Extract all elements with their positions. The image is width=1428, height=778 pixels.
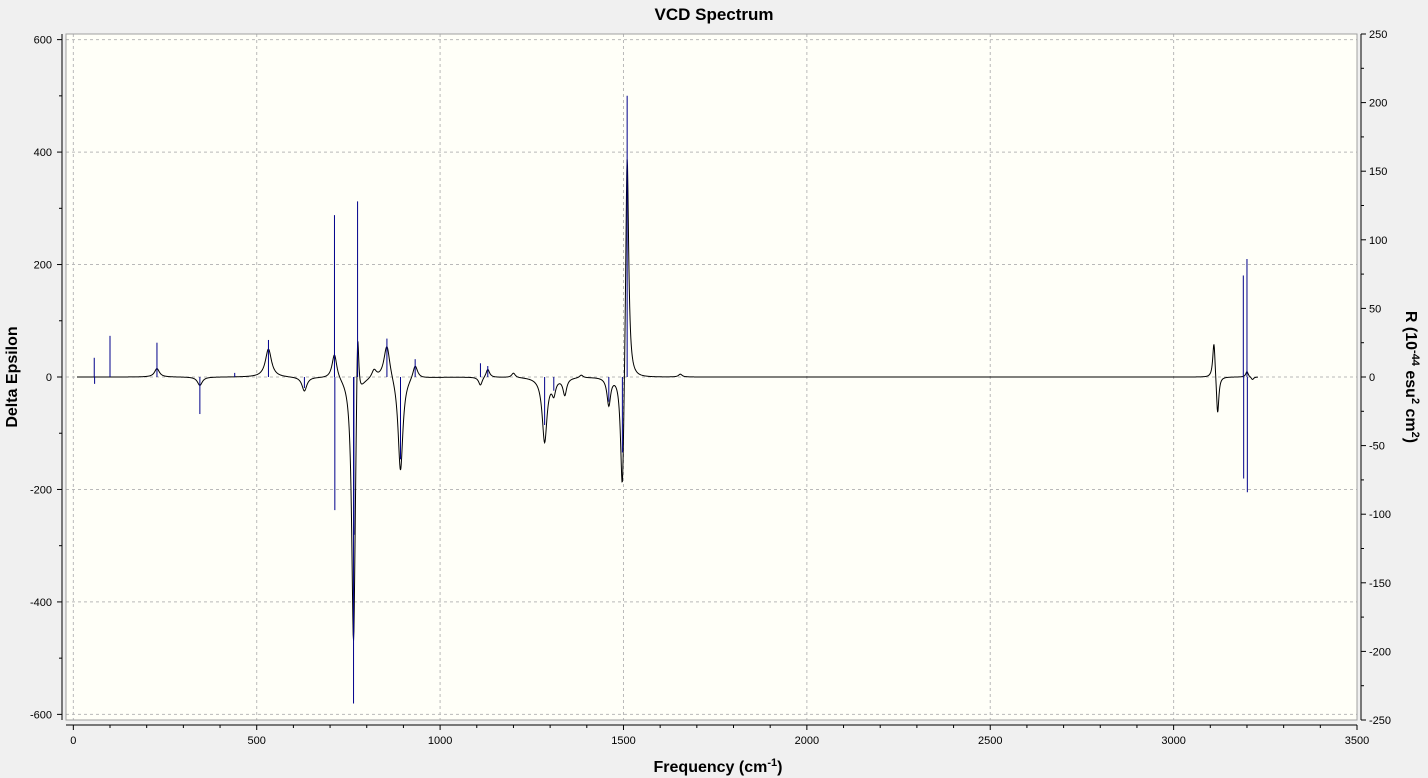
x-tick-label: 1000 (428, 735, 452, 747)
x-tick-label: 3500 (1345, 735, 1369, 747)
x-tick-label: 3000 (1161, 735, 1185, 747)
vcd-curve-line (77, 159, 1258, 641)
x-tick-label: 0 (70, 735, 76, 747)
y2-tick-label: -150 (1369, 578, 1391, 590)
y-tick-label: 600 (34, 35, 52, 47)
x-tick-label: 2500 (978, 735, 1002, 747)
y2-tick-label: -50 (1369, 441, 1385, 453)
x-axis-title: Frequency (cm-1) (654, 757, 783, 776)
y-tick-label: 0 (46, 372, 52, 384)
y-tick-label: -600 (30, 709, 52, 721)
y2-tick-label: -100 (1369, 509, 1391, 521)
y2-tick-label: 0 (1369, 372, 1375, 384)
y2-tick-label: 250 (1369, 29, 1387, 41)
right-y-axis-title: R (10-44 esu2 cm2) (1402, 311, 1421, 443)
stick-series (93, 95, 1248, 704)
y2-tick-label: 200 (1369, 98, 1387, 110)
y2-tick-label: 50 (1369, 303, 1381, 315)
axis-ticks: 0 500 1000 1500 2000 2500 3000 3500-600-400-200… (30, 29, 1391, 747)
y2-tick-label: -200 (1369, 646, 1391, 658)
y2-tick-label: -250 (1369, 715, 1391, 727)
series-layer (77, 95, 1258, 704)
y-tick-label: 200 (34, 260, 52, 272)
x-tick-label: 2000 (795, 735, 819, 747)
x-tick-label: 500 (248, 735, 266, 747)
y-tick-label: -200 (30, 484, 52, 496)
chart-title: VCD Spectrum (654, 5, 773, 24)
y2-tick-label: 150 (1369, 166, 1387, 178)
y-tick-label: 400 (34, 147, 52, 159)
x-tick-label: 1500 (611, 735, 635, 747)
plot-frame (65, 33, 1358, 721)
y2-tick-label: 100 (1369, 235, 1387, 247)
left-y-axis-title: Delta Epsilon (4, 326, 21, 427)
y-tick-label: -400 (30, 597, 52, 609)
